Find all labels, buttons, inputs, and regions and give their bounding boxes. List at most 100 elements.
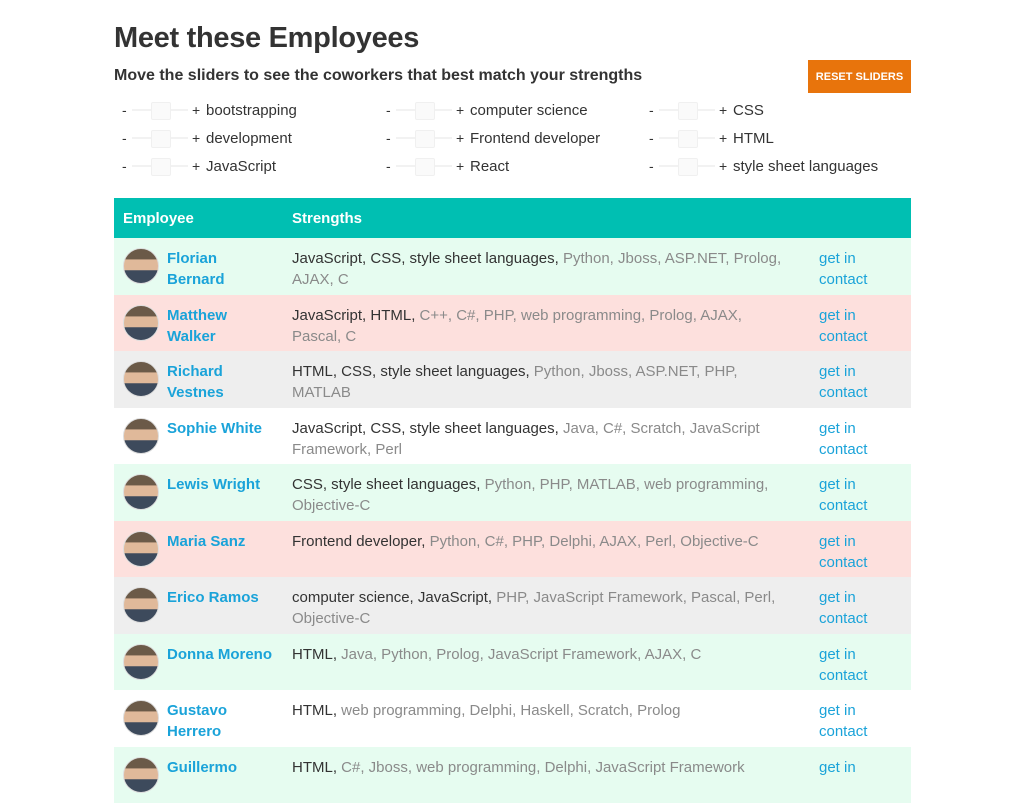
- employee-name-link[interactable]: Donna Moreno: [167, 644, 272, 665]
- slider-increase[interactable]: +: [456, 130, 468, 146]
- slider-track[interactable]: [132, 157, 188, 175]
- table-header-row: Employee Strengths: [114, 198, 911, 238]
- slider-label: CSS: [733, 102, 764, 119]
- other-strengths: Java, Python, Prolog, JavaScript Framewo…: [337, 646, 701, 663]
- employee-name-link[interactable]: Matthew Walker: [167, 305, 277, 347]
- get-in-contact-link[interactable]: get in contact: [812, 408, 911, 465]
- employee-name-link[interactable]: Richard Vestnes: [167, 361, 277, 403]
- employee-name-link[interactable]: Maria Sanz: [167, 531, 245, 552]
- employee-name-link[interactable]: Florian Bernard: [167, 248, 277, 290]
- other-strengths: C#, Jboss, web programming, Delphi, Java…: [337, 759, 745, 776]
- employee-cell: Matthew Walker: [114, 295, 283, 352]
- strengths-cell: computer science, JavaScript, PHP, JavaS…: [283, 577, 812, 634]
- get-in-contact-link[interactable]: get in contact: [812, 521, 911, 578]
- slider-track[interactable]: [659, 157, 715, 175]
- slider-handle[interactable]: [415, 158, 435, 176]
- slider-increase[interactable]: +: [192, 102, 204, 118]
- employee-table: Employee Strengths Florian Bernard JavaSc…: [114, 198, 911, 803]
- strengths-cell: HTML, Java, Python, Prolog, JavaScript F…: [283, 634, 812, 691]
- page-title: Meet these Employees: [114, 22, 419, 55]
- person-avatar-icon: [123, 757, 159, 793]
- slider-handle[interactable]: [678, 102, 698, 120]
- slider-label: React: [470, 158, 509, 175]
- slider-decrease[interactable]: -: [386, 130, 394, 146]
- slider-react: - +React: [386, 154, 509, 178]
- get-in-contact-link[interactable]: get in: [812, 747, 911, 803]
- table-row: Guillermo HTML, C#, Jboss, web programmin…: [114, 747, 911, 803]
- slider-track[interactable]: [132, 101, 188, 119]
- employee-cell: Florian Bernard: [114, 238, 283, 295]
- slider-decrease[interactable]: -: [386, 102, 394, 118]
- reset-sliders-button[interactable]: RESET SLIDERS: [808, 60, 911, 93]
- matched-strengths: JavaScript, HTML,: [292, 307, 415, 324]
- get-in-contact-link[interactable]: get in contact: [812, 634, 911, 691]
- slider-label: development: [206, 130, 292, 147]
- person-avatar-icon: [123, 587, 159, 623]
- slider-increase[interactable]: +: [719, 130, 731, 146]
- slider-increase[interactable]: +: [719, 158, 731, 174]
- matched-strengths: computer science, JavaScript,: [292, 589, 492, 606]
- other-strengths: web programming, Delphi, Haskell, Scratc…: [337, 702, 680, 719]
- slider-frontend-developer: - +Frontend developer: [386, 126, 600, 150]
- slider-handle[interactable]: [678, 158, 698, 176]
- person-avatar-icon: [123, 361, 159, 397]
- slider-decrease[interactable]: -: [122, 130, 130, 146]
- slider-track[interactable]: [396, 129, 452, 147]
- slider-increase[interactable]: +: [456, 102, 468, 118]
- slider-increase[interactable]: +: [456, 158, 468, 174]
- slider-increase[interactable]: +: [192, 130, 204, 146]
- get-in-contact-link[interactable]: get in contact: [812, 295, 911, 352]
- slider-decrease[interactable]: -: [386, 158, 394, 174]
- page-subtitle: Move the sliders to see the coworkers th…: [114, 67, 642, 85]
- employee-cell: Erico Ramos: [114, 577, 283, 634]
- slider-track[interactable]: [396, 157, 452, 175]
- slider-increase[interactable]: +: [719, 102, 731, 118]
- slider-decrease[interactable]: -: [122, 102, 130, 118]
- slider-handle[interactable]: [415, 130, 435, 148]
- slider-track[interactable]: [396, 101, 452, 119]
- employee-name-link[interactable]: Sophie White: [167, 418, 262, 439]
- table-row: Maria Sanz Frontend developer, Python, C#…: [114, 521, 911, 578]
- person-avatar-icon: [123, 305, 159, 341]
- slider-bootstrapping: -+bootstrapping: [122, 98, 297, 122]
- strengths-cell: HTML, web programming, Delphi, Haskell, …: [283, 690, 812, 747]
- table-row: Donna Moreno HTML, Java, Python, Prolog, …: [114, 634, 911, 691]
- strengths-cell: Frontend developer, Python, C#, PHP, Del…: [283, 521, 812, 578]
- slider-style-sheet-languages: -+style sheet languages: [649, 154, 878, 178]
- employee-name-link[interactable]: Guillermo: [167, 757, 237, 778]
- get-in-contact-link[interactable]: get in contact: [812, 464, 911, 521]
- get-in-contact-link[interactable]: get in contact: [812, 577, 911, 634]
- slider-decrease[interactable]: -: [649, 158, 657, 174]
- matched-strengths: JavaScript, CSS, style sheet languages,: [292, 420, 559, 437]
- slider-handle[interactable]: [151, 102, 171, 120]
- slider-handle[interactable]: [151, 158, 171, 176]
- employee-name-link[interactable]: Lewis Wright: [167, 474, 260, 495]
- person-avatar-icon: [123, 700, 159, 736]
- person-avatar-icon: [123, 644, 159, 680]
- slider-track[interactable]: [132, 129, 188, 147]
- slider-decrease[interactable]: -: [122, 158, 130, 174]
- slider-handle[interactable]: [151, 130, 171, 148]
- employee-cell: Maria Sanz: [114, 521, 283, 578]
- slider-development: - +development: [122, 126, 292, 150]
- strengths-cell: HTML, CSS, style sheet languages, Python…: [283, 351, 812, 408]
- get-in-contact-link[interactable]: get in contact: [812, 238, 911, 295]
- employee-name-link[interactable]: Gustavo Herrero: [167, 700, 277, 742]
- slider-label: Frontend developer: [470, 130, 600, 147]
- slider-track[interactable]: [659, 129, 715, 147]
- get-in-contact-link[interactable]: get in contact: [812, 690, 911, 747]
- slider-decrease[interactable]: -: [649, 130, 657, 146]
- slider-increase[interactable]: +: [192, 158, 204, 174]
- matched-strengths: HTML,: [292, 646, 337, 663]
- strengths-cell: HTML, C#, Jboss, web programming, Delphi…: [283, 747, 812, 803]
- employee-name-link[interactable]: Erico Ramos: [167, 587, 259, 608]
- get-in-contact-link[interactable]: get in contact: [812, 351, 911, 408]
- slider-track[interactable]: [659, 101, 715, 119]
- strength-sliders: -+bootstrapping-+computer science-+CSS-+…: [122, 98, 912, 182]
- slider-handle[interactable]: [678, 130, 698, 148]
- matched-strengths: HTML,: [292, 759, 337, 776]
- slider-handle[interactable]: [415, 102, 435, 120]
- slider-decrease[interactable]: -: [649, 102, 657, 118]
